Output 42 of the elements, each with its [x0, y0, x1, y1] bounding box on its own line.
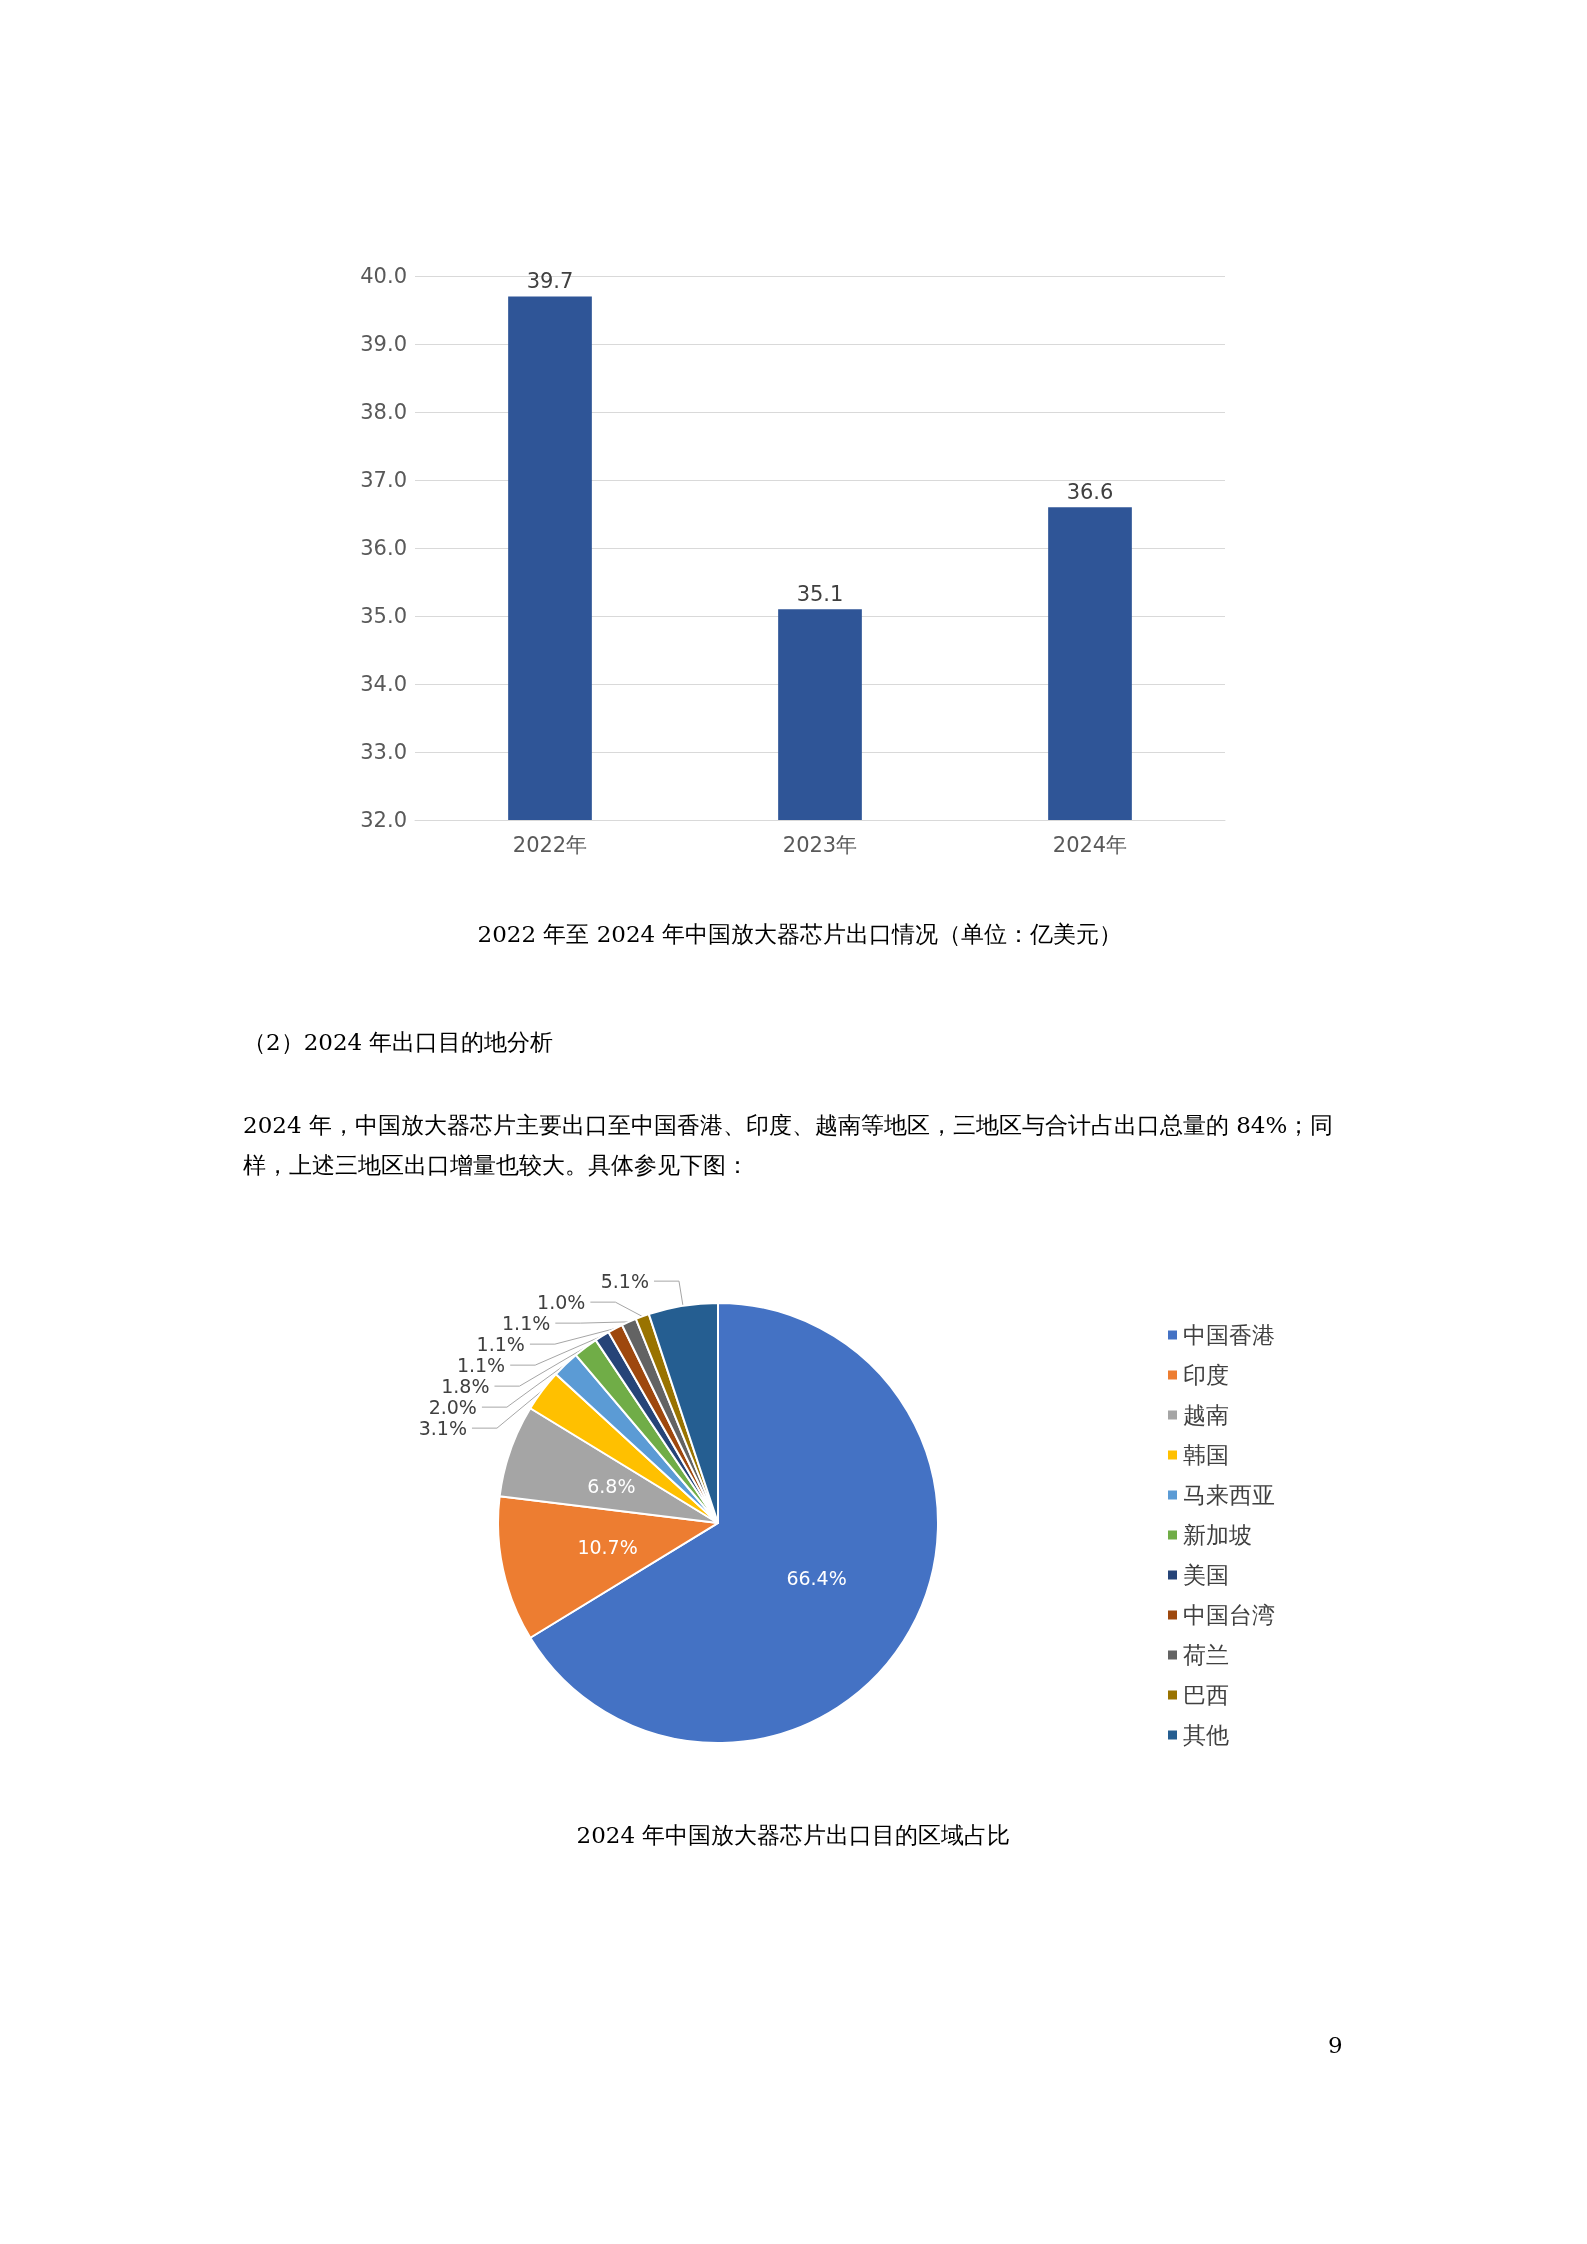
y-tick-label: 37.0: [360, 468, 407, 492]
data-label: 66.4%: [786, 1567, 847, 1590]
y-tick-label: 34.0: [360, 672, 407, 696]
x-tick-label: 2023年: [782, 832, 858, 857]
data-label: 1.1%: [456, 1354, 506, 1377]
legend-label: 其他: [1183, 1722, 1229, 1748]
data-label: 5.1%: [600, 1270, 649, 1293]
data-label: 39.7: [526, 268, 574, 293]
legend-label: 中国台湾: [1183, 1602, 1275, 1628]
y-tick-label: 36.0: [360, 536, 407, 560]
y-tick-label: 39.0: [360, 332, 407, 356]
legend-label: 荷兰: [1183, 1642, 1229, 1668]
data-label: 2.0%: [428, 1396, 477, 1419]
legend-label: 越南: [1183, 1402, 1229, 1428]
text: 2022 年至 2024 年中国放大器芯片出口情况（单位：亿美元）: [477, 920, 1123, 947]
legend-label: 美国: [1183, 1562, 1229, 1588]
y-tick-label: 35.0: [360, 604, 407, 628]
data-label: 10.7%: [577, 1535, 638, 1558]
text: 9: [1328, 2031, 1344, 2060]
legend-label: 中国香港: [1183, 1322, 1275, 1348]
legend-label: 巴西: [1183, 1682, 1229, 1708]
legend-label: 马来西亚: [1183, 1482, 1275, 1508]
data-label: 1.1%: [502, 1312, 551, 1335]
data-label: 36.6: [1066, 479, 1114, 504]
data-label: 1.0%: [537, 1291, 586, 1314]
data-label: 6.8%: [587, 1474, 636, 1497]
text: 2024 年中国放大器芯片出口目的区域占比: [575, 1821, 1012, 1850]
x-tick-label: 2024年: [1052, 832, 1128, 857]
text: （2）2024 年出口目的地分析: [243, 1028, 555, 1057]
legend-label: 新加坡: [1183, 1522, 1252, 1548]
legend-label: 韩国: [1183, 1442, 1229, 1468]
y-tick-label: 32.0: [360, 808, 407, 832]
y-tick-label: 33.0: [360, 740, 407, 764]
y-tick-label: 40.0: [360, 264, 407, 288]
data-label: 1.8%: [441, 1375, 490, 1398]
data-label: 3.1%: [418, 1417, 467, 1440]
legend-label: 印度: [1183, 1362, 1229, 1388]
data-label: 1.1%: [476, 1333, 525, 1356]
x-tick-label: 2022年: [512, 832, 588, 857]
text: 2024 年，中国放大器芯片主要出口至中国香港、印度、越南等地区，三地区与合计占出口总量的 84%；同样，上述三地区出口增量也较大。具体参见下图：: [243, 1111, 1335, 1180]
y-tick-label: 38.0: [360, 400, 407, 424]
data-label: 35.1: [796, 581, 844, 606]
